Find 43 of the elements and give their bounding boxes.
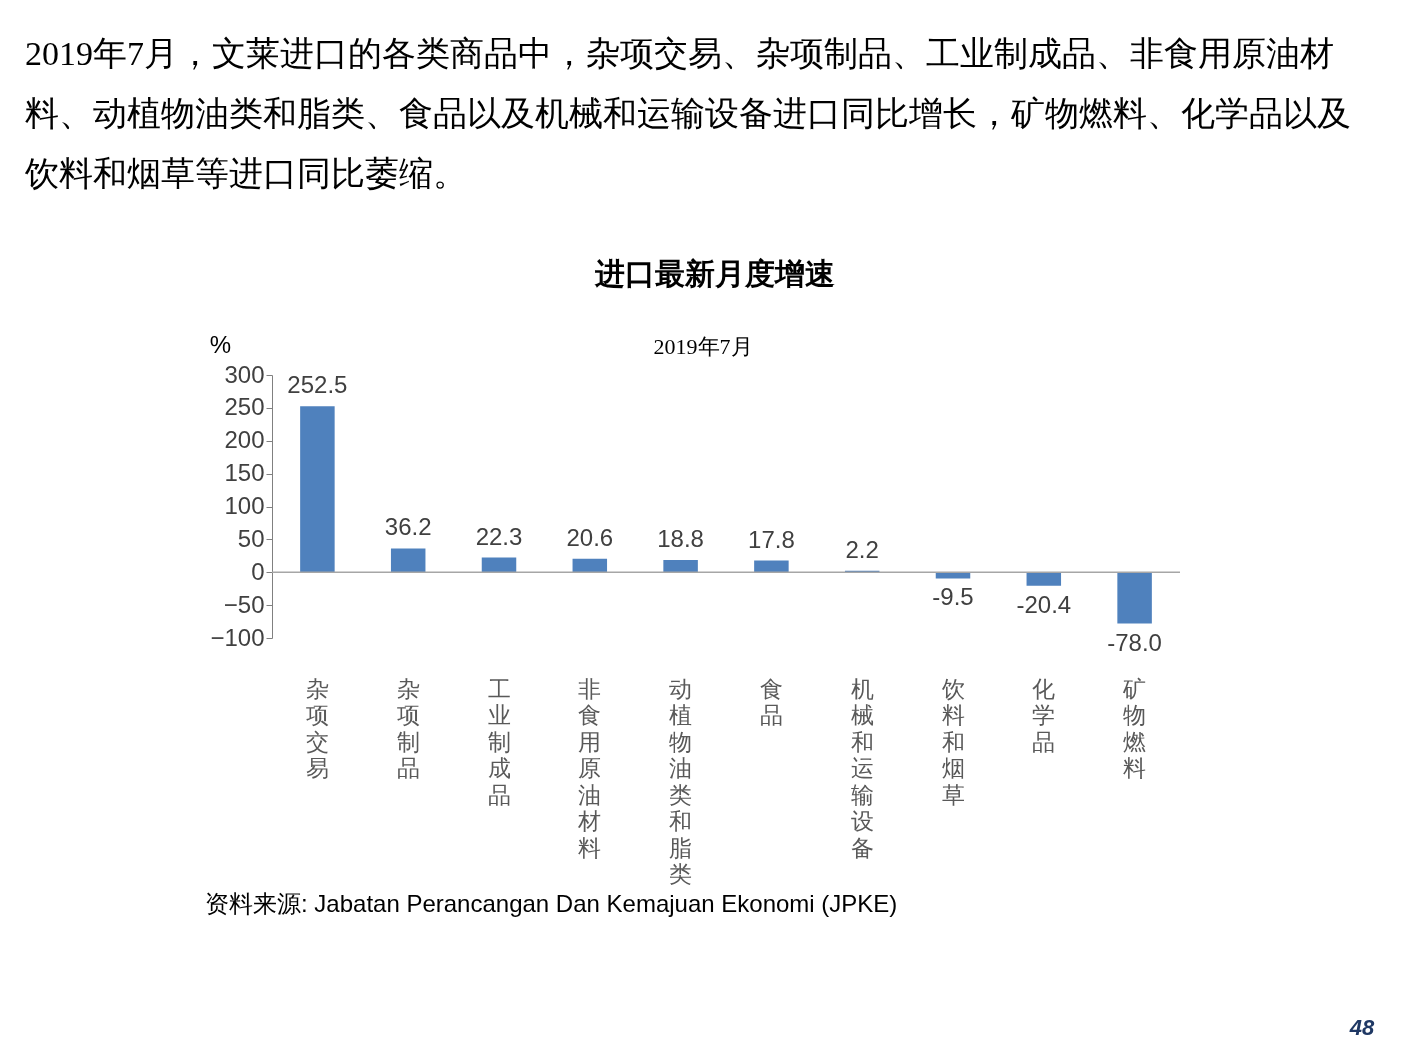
y-tick-label: 300 (224, 360, 265, 388)
data-label: 252.5 (287, 371, 348, 399)
y-tick-label: 50 (237, 524, 265, 552)
data-label: 17.8 (748, 525, 795, 553)
data-label: 2.2 (845, 535, 879, 563)
text: 48 (1348, 1015, 1375, 1040)
y-tick-label: 100 (224, 492, 265, 519)
bar (300, 406, 335, 573)
data-label: -9.5 (932, 583, 974, 611)
x-tick-label: 机械和运输设备 (850, 675, 874, 861)
text: 资料来源: Jabatan Perancangan Dan Kemajuan Ekonomi (JPKE) (205, 890, 898, 917)
data-label: 22.3 (475, 522, 523, 550)
chart-subtitle: 2019年7月 (653, 334, 753, 359)
x-tick-label: 动植物油类和脂类 (669, 675, 693, 887)
x-tick-label: 工业制成品 (487, 675, 511, 808)
x-tick-label: 杂项制品 (396, 675, 420, 781)
y-axis-title: % (209, 330, 232, 358)
data-label: 36.2 (384, 513, 432, 541)
bar (754, 560, 789, 573)
data-label: 20.6 (566, 523, 614, 551)
chart-title: 进口最新月度增速 (594, 256, 835, 291)
data-label: 18.8 (657, 524, 704, 552)
x-tick-label: 非食用原油材料 (577, 675, 602, 861)
data-label: -78.0 (1107, 628, 1162, 656)
x-tick-label: 食品 (759, 675, 783, 728)
text: 2019年7月，文莱进口的各类商品中，杂项交易、杂项制品、工业制成品、非食用原油材料、动植物油类和脂类、食品以及机械和运输设备进口同比增长，矿物燃料、化学品以及饮料和烟草等进口同比萎缩。 (24, 35, 1351, 192)
x-tick-label: 化学品 (1032, 675, 1056, 755)
y-tick-label: 150 (224, 459, 265, 487)
bar (390, 548, 426, 573)
bar (481, 557, 517, 573)
bar (1117, 572, 1152, 624)
x-tick-label: 杂项交易 (305, 675, 329, 781)
y-tick-label: 200 (224, 426, 265, 454)
bar (1026, 572, 1062, 586)
bar (572, 558, 608, 573)
data-label: -20.4 (1016, 590, 1072, 618)
x-tick-label: 矿物燃料 (1122, 675, 1147, 781)
y-tick-label: −50 (223, 590, 265, 618)
y-tick-label: 0 (251, 557, 265, 585)
y-tick-label: −100 (210, 623, 265, 651)
x-tick-label: 饮料和烟草 (940, 675, 965, 808)
y-tick-label: 250 (224, 393, 265, 421)
bar (663, 559, 698, 573)
